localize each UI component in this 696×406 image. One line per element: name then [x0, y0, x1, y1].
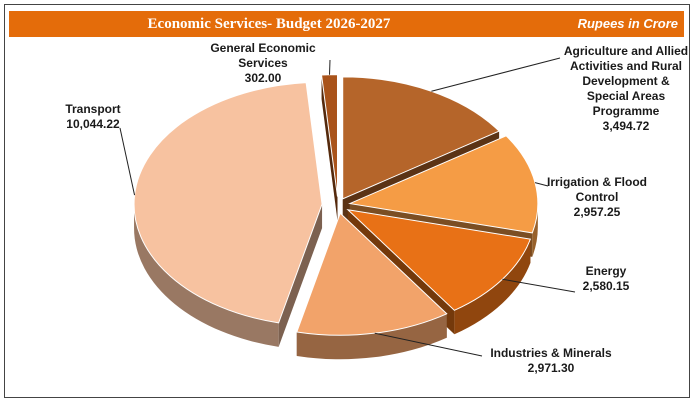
leader-line — [502, 278, 576, 293]
slice-label: Transport 10,044.22 — [65, 102, 120, 131]
slice-name-label: Services — [238, 56, 288, 70]
pie-slice-wall — [278, 204, 323, 347]
slice-name-label: Activities and Rural — [570, 59, 682, 73]
pie-leaders — [119, 57, 576, 357]
pie-slice-industries-minerals — [296, 212, 448, 336]
pie-slice-side — [532, 203, 538, 257]
slice-name-label: Industries & Minerals — [490, 346, 612, 360]
slice-value-label: 3,494.72 — [603, 119, 650, 133]
slice-value-label: 2,957.25 — [574, 205, 621, 219]
slice-name-label: Development & — [582, 74, 670, 88]
slice-value-label: 10,044.22 — [66, 117, 120, 131]
leader-line — [119, 127, 136, 196]
pie-slice-side — [296, 313, 447, 360]
pie-slice-energy — [346, 209, 532, 311]
pie-slice-side — [134, 204, 279, 347]
slice-label: Energy 2,580.15 — [583, 264, 630, 293]
slice-name-label: Energy — [586, 264, 627, 278]
slice-value-label: 2,580.15 — [583, 279, 630, 293]
pie-labels: Agriculture and Allied Activities and Rur… — [65, 41, 688, 375]
pie-slice-side — [454, 239, 531, 335]
slice-name-label: Irrigation & Flood — [547, 175, 647, 189]
leader-line — [534, 182, 549, 187]
slice-name-label: Agriculture and Allied — [564, 44, 688, 58]
slice-label: General Economic Services 302.00 — [210, 41, 316, 85]
chart-title: Economic Services- Budget 2026-2027 — [147, 16, 391, 32]
pie-tops — [133, 74, 539, 336]
slice-name-label: General Economic — [210, 41, 316, 55]
leader-line — [374, 332, 483, 357]
slice-label: Irrigation & Flood Control 2,957.25 — [547, 175, 647, 219]
slice-label: Industries & Minerals 2,971.30 — [490, 346, 612, 375]
slice-value-label: 302.00 — [245, 71, 282, 85]
pie-slice-wall — [321, 75, 338, 221]
slice-label: Agriculture and Allied Activities and Rur… — [564, 44, 688, 133]
leader-line — [431, 57, 561, 92]
pie-slice-agriculture-and-allied-activities-and-rural-development-special-areas-programme — [342, 76, 500, 200]
slice-value-label: 2,971.30 — [528, 361, 575, 375]
slice-name-label: Programme — [593, 104, 660, 118]
slice-name-label: Control — [576, 190, 619, 204]
pie-slice-transport — [133, 82, 323, 324]
slice-name-label: Special Areas — [587, 89, 666, 103]
pie-slice-general-economic-services — [320, 74, 338, 197]
slice-name-label: Transport — [65, 102, 120, 116]
chart-unit-label: Rupees in Crore — [577, 16, 678, 31]
chart-header: Economic Services- Budget 2026-2027 Rupe… — [9, 11, 684, 37]
